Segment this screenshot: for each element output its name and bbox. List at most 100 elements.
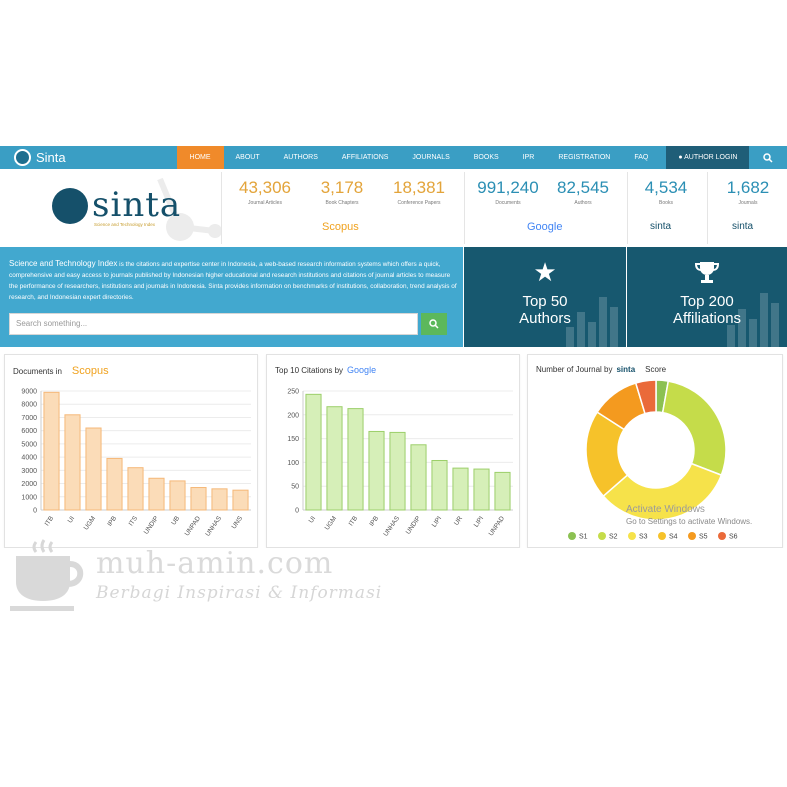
author-login-label: AUTHOR LOGIN (684, 154, 738, 161)
stat-label: Journal Articles (248, 200, 282, 206)
brand[interactable]: Sinta (0, 146, 177, 169)
y-tick-label: 250 (287, 389, 299, 396)
x-tick-label: LIPI (473, 515, 485, 529)
x-tick-label: IPB (368, 515, 380, 528)
legend-label: S6 (729, 534, 738, 541)
nav-item-authors[interactable]: AUTHORS (283, 154, 318, 161)
nav-item-registration[interactable]: REGISTRATION (558, 154, 611, 161)
bar (211, 488, 228, 511)
google-citations-panel: Top 10 Citations by Google 0 50 100 150 200 2… (266, 354, 520, 548)
stat-label: Book Chapters (325, 200, 359, 206)
divider (464, 172, 465, 244)
y-tick-label: 5000 (21, 441, 37, 448)
x-tick-label: ITS (128, 515, 140, 528)
network-graphic (157, 177, 222, 241)
top-authors-card[interactable]: ★ Top 50 Authors (464, 247, 626, 347)
logo-text: sinta (92, 185, 182, 225)
legend-label: S1 (579, 534, 588, 541)
nav-item-ipr[interactable]: IPR (522, 154, 535, 161)
watermark-line1: Activate Windows (626, 504, 705, 515)
bar (473, 468, 490, 511)
panel-title: Number of Journal by sinta Score (536, 365, 666, 374)
bar (431, 459, 448, 511)
top-navbar: Sinta HOME ABOUT AUTHORS AFFILIATIONS JOURNA… (0, 146, 787, 169)
nav-item-faq[interactable]: FAQ (634, 154, 649, 161)
stats-header (0, 169, 787, 247)
x-tick-label: UNPAD (488, 515, 507, 538)
bar (368, 430, 385, 511)
legend-label: S4 (669, 534, 678, 541)
nav-item-journals[interactable]: JOURNALS (412, 154, 450, 161)
bar (305, 393, 322, 511)
donut-slice (661, 380, 727, 477)
y-tick-label: 4000 (21, 455, 37, 462)
legend-label: S2 (609, 534, 618, 541)
y-tick-label: 50 (291, 484, 299, 491)
scopus-bar-chart: 0 1000 2000 3000 4000 5000 6000 7000 8000 9000 ITB… (21, 389, 251, 538)
divider (221, 172, 222, 244)
x-tick-label: UI (308, 515, 318, 524)
divider (707, 172, 708, 244)
logo-subtitle: Science and Technology Index (94, 222, 155, 227)
bar (389, 431, 406, 511)
stat-journals: 1,682 Journals (720, 178, 776, 208)
donut-slice (634, 379, 657, 415)
sinta-logo-icon (14, 149, 31, 166)
nav-search-button[interactable] (749, 146, 787, 169)
y-tick-label: 2000 (21, 481, 37, 488)
decorative-bars (727, 293, 779, 347)
legend-swatch (688, 532, 696, 540)
x-tick-label: UR (453, 515, 464, 527)
y-tick-label: 1000 (21, 494, 37, 501)
panel-title-text: Top 10 Citations by (275, 365, 344, 375)
coffee-cup-icon (10, 539, 84, 611)
author-login-button[interactable]: ● AUTHOR LOGIN (666, 146, 750, 169)
x-tick-label: UNPAD (184, 515, 203, 538)
y-tick-label: 3000 (21, 468, 37, 475)
legend-label: S3 (639, 534, 648, 541)
stat-books: 4,534 Books (638, 178, 694, 208)
nav-item-books[interactable]: BOOKS (473, 154, 499, 161)
search-button[interactable] (421, 313, 447, 335)
stat-conference-papers: 18,381 Conference Papers (388, 178, 450, 208)
scopus-documents-panel: Documents in Scopus 0 1000 2000 3000 4000 500… (4, 354, 258, 548)
site-description: Science and Technology Index is the cita… (9, 258, 457, 303)
bar (148, 477, 165, 511)
panel-title-post: Score (645, 365, 667, 374)
top-affiliations-card[interactable]: Top 200 Affiliations (627, 247, 787, 347)
bar (64, 414, 81, 511)
nav-item-affiliations[interactable]: AFFILIATIONS (341, 154, 389, 161)
top-affiliations-title: Top 200 Affiliations (627, 293, 787, 327)
blog-title: muh-amin.com (96, 546, 334, 581)
bar (410, 444, 427, 511)
star-icon: ★ (533, 257, 557, 287)
stat-value: 991,240 (477, 178, 539, 197)
legend-swatch (628, 532, 636, 540)
panel-title-pre: Number of Journal by (536, 365, 613, 374)
scopus-label: Scopus (322, 221, 359, 233)
x-tick-label: IPB (106, 515, 118, 528)
search-input[interactable]: Search something... (9, 313, 418, 335)
sinta-logo[interactable]: sinta Science and Technology Index (52, 186, 180, 230)
y-tick-label: 100 (287, 460, 299, 467)
legend-swatch (568, 532, 576, 540)
x-tick-label: ITB (44, 515, 56, 527)
nav-item-home[interactable]: HOME (176, 146, 224, 169)
bar (85, 427, 102, 511)
user-icon: ● (678, 154, 683, 161)
y-tick-label: 6000 (21, 428, 37, 435)
legend-label: S5 (699, 534, 708, 541)
x-tick-label: UNDIP (143, 515, 160, 536)
bar (169, 480, 186, 511)
x-tick-label: UGM (324, 515, 338, 531)
y-tick-label: 8000 (21, 402, 37, 409)
x-tick-label: UB (170, 515, 181, 526)
watermark-line2: Go to Settings to activate Windows. (626, 517, 753, 526)
nav-menu: HOME ABOUT AUTHORS AFFILIATIONS JOURNALS BOOK… (176, 146, 661, 169)
sinta-label-2: sinta (732, 221, 754, 232)
divider (627, 172, 628, 244)
nav-item-about[interactable]: ABOUT (235, 154, 260, 161)
stat-value: 82,545 (557, 178, 609, 197)
x-tick-label: UGM (83, 515, 97, 531)
